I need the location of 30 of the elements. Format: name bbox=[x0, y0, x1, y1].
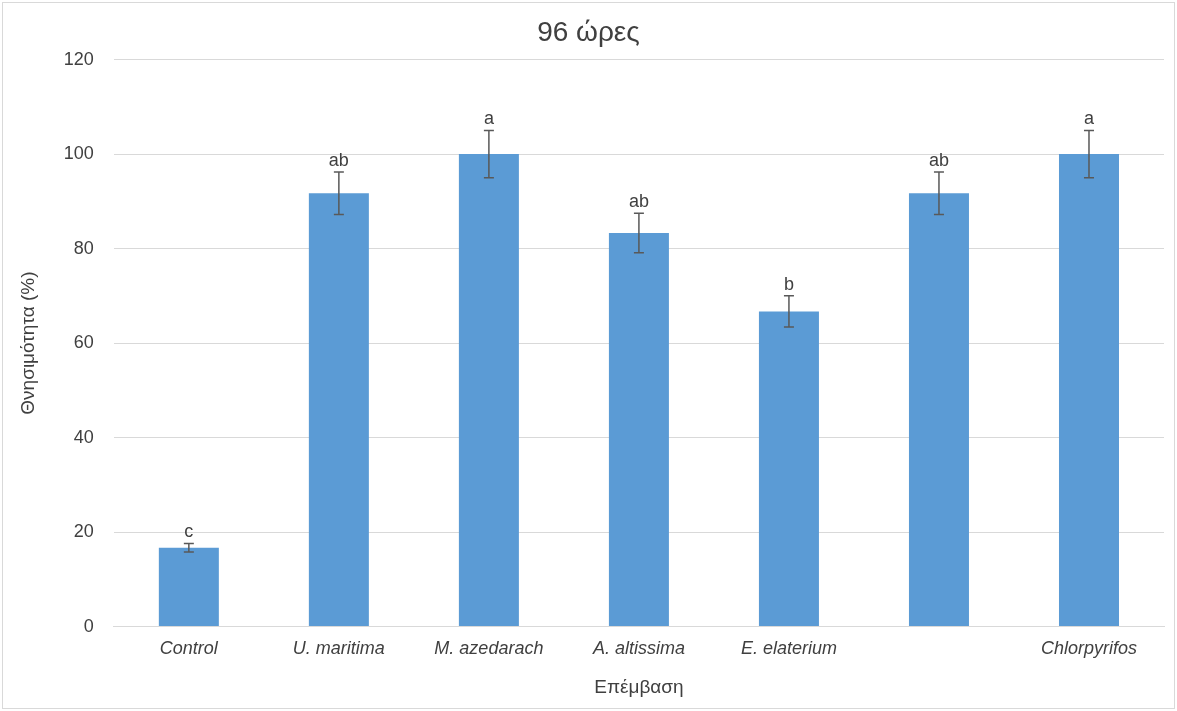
x-tick-label: M. azedarach bbox=[434, 638, 544, 659]
data-label: ab bbox=[328, 150, 349, 171]
y-tick-label: 60 bbox=[73, 332, 94, 353]
y-tick-label: 100 bbox=[63, 143, 94, 164]
y-tick-label: 120 bbox=[63, 48, 94, 69]
bar bbox=[608, 233, 669, 627]
x-tick-label: A. altissima bbox=[591, 638, 685, 659]
data-label: b bbox=[783, 273, 794, 294]
x-tick-label: Control bbox=[159, 638, 219, 659]
y-tick-label: 80 bbox=[73, 237, 94, 258]
data-label: ab bbox=[628, 191, 649, 212]
bar bbox=[1058, 154, 1119, 627]
data-label: a bbox=[1083, 108, 1095, 129]
x-tick-label: Chlorpyrifos bbox=[1040, 638, 1137, 659]
chart-title: 96 ώρες bbox=[537, 15, 640, 47]
x-tick-label: U. maritima bbox=[292, 638, 385, 659]
bar bbox=[308, 193, 369, 627]
x-axis-title: Επέμβαση bbox=[594, 675, 684, 697]
data-label: c bbox=[184, 521, 194, 542]
y-tick-label: 0 bbox=[83, 615, 94, 636]
bar bbox=[158, 547, 219, 627]
data-label: ab bbox=[928, 150, 949, 171]
y-tick-label: 40 bbox=[73, 426, 94, 447]
bar bbox=[758, 311, 819, 627]
bar bbox=[458, 154, 519, 627]
data-label: a bbox=[483, 108, 495, 129]
y-tick-label: 20 bbox=[73, 521, 94, 542]
bar bbox=[908, 193, 969, 627]
x-tick-label: E. elaterium bbox=[740, 638, 837, 659]
y-axis-title: Θνησιμότητα (%) bbox=[16, 271, 38, 415]
